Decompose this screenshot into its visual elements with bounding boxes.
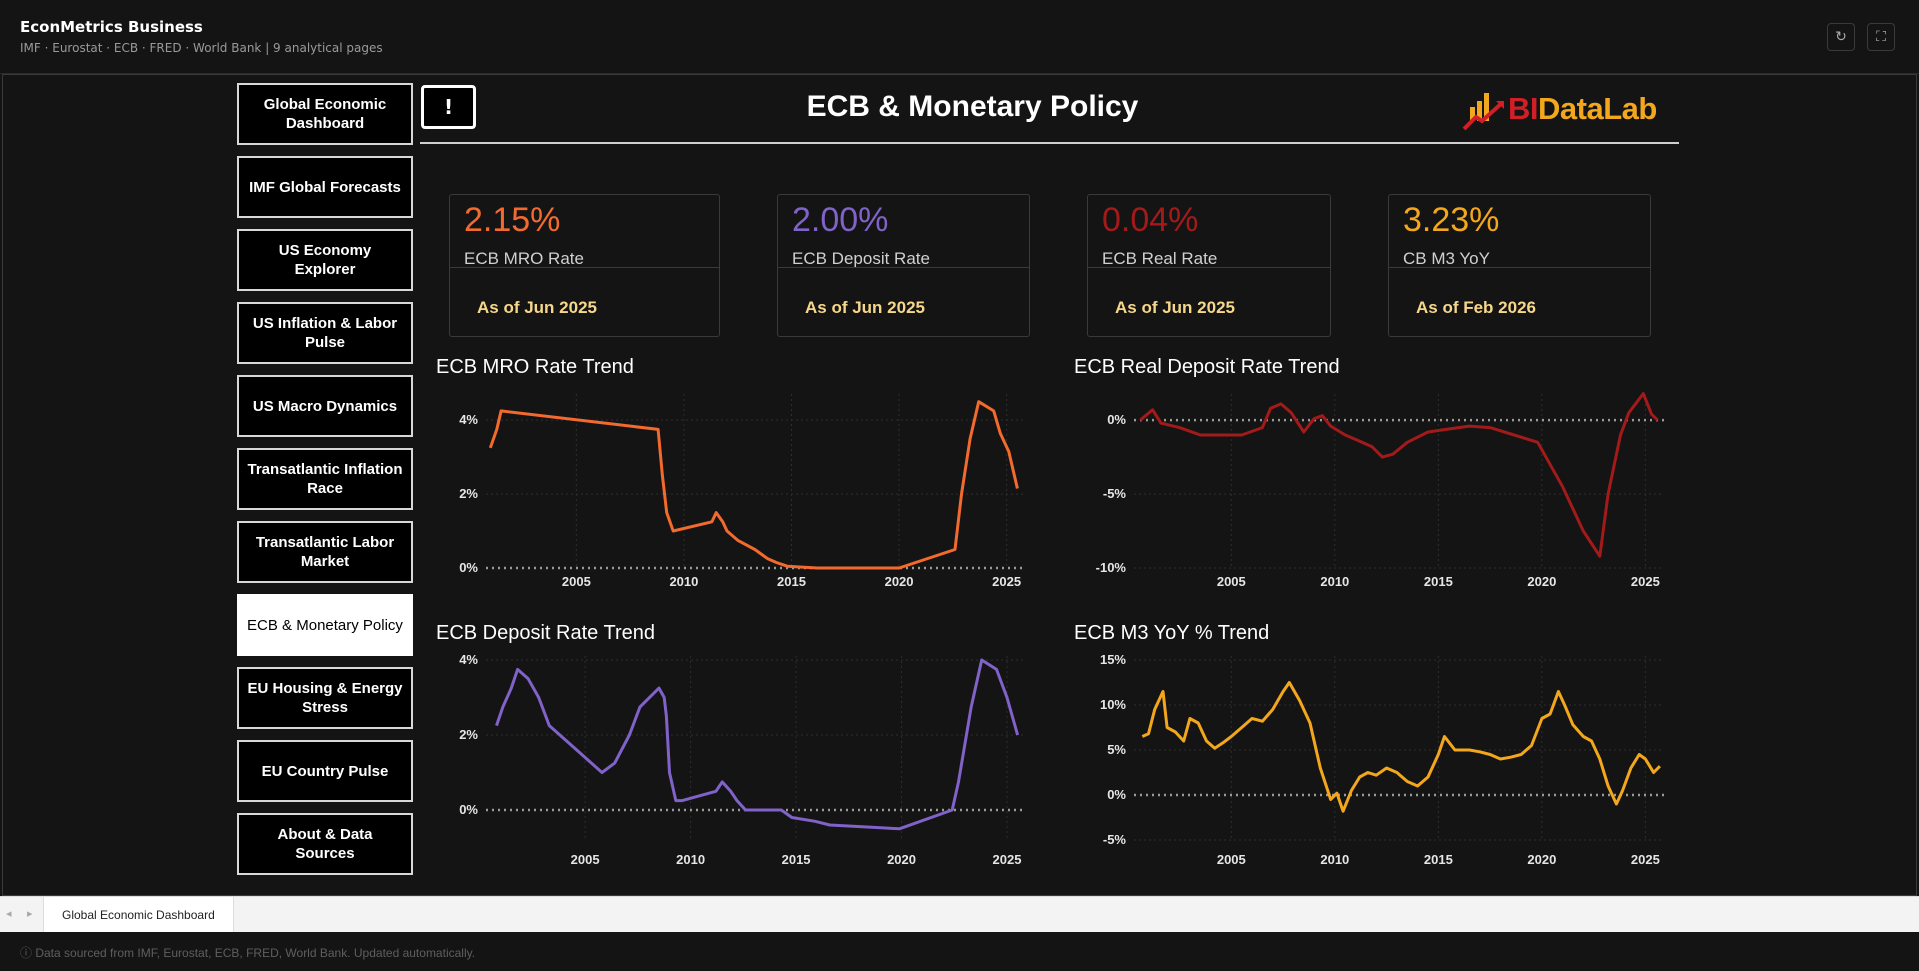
status-footer: ⓘ Data sourced from IMF, Eurostat, ECB, … — [0, 932, 1919, 971]
y-tick-label: 0% — [1107, 787, 1126, 802]
kpi-label: ECB Deposit Rate — [792, 249, 930, 268]
kpi-asof: As of Jun 2025 — [1115, 298, 1235, 317]
x-tick-label: 2020 — [885, 574, 914, 589]
y-tick-label: 10% — [1100, 697, 1126, 712]
kpi-label: CB M3 YoY — [1403, 249, 1490, 268]
footer-note: ⓘ Data sourced from IMF, Eurostat, ECB, … — [20, 946, 476, 960]
kpi-label: ECB Real Rate — [1102, 249, 1218, 268]
fullscreen-icon[interactable]: ⛶ — [1867, 23, 1895, 51]
kpi-value: 2.00% — [792, 201, 889, 239]
chart-title-real-rate: ECB Real Deposit Rate Trend — [1074, 356, 1340, 378]
series-line — [495, 658, 1020, 831]
page-title: ECB & Monetary Policy — [806, 90, 1139, 123]
refresh-icon[interactable]: ↻ — [1827, 23, 1855, 51]
nav-button-us-macro-dynamics[interactable]: US Macro Dynamics — [237, 375, 413, 437]
chart-title-deposit: ECB Deposit Rate Trend — [436, 622, 655, 644]
kpi-card-mro: 2.15% ECB MRO Rate As of Jun 2025 — [449, 194, 720, 337]
kpi-card-real-rate: 0.04% ECB Real Rate As of Jun 2025 — [1087, 194, 1331, 337]
kpi-asof: As of Feb 2026 — [1416, 298, 1536, 317]
tab-scroll-arrows-icon[interactable]: ◂ ▸ — [6, 907, 39, 920]
x-tick-label: 2010 — [669, 574, 698, 589]
y-tick-label: 0% — [1107, 412, 1126, 427]
tab-global-economic-dashboard[interactable]: Global Economic Dashboard — [43, 897, 234, 933]
x-tick-label: 2010 — [1320, 852, 1349, 867]
logo-bars-icon — [1462, 93, 1504, 131]
x-tick-label: 2020 — [887, 852, 916, 867]
x-tick-label: 2005 — [1217, 574, 1246, 589]
kpi-asof: As of Jun 2025 — [477, 298, 597, 317]
logo-datalab: DataLab — [1538, 91, 1657, 126]
nav-button-eu-country-pulse[interactable]: EU Country Pulse — [237, 740, 413, 802]
x-tick-label: 2015 — [1424, 574, 1453, 589]
chart-mro-rate: 2005 2010 2015 2020 2025 0% 2% 4% — [459, 394, 1026, 589]
y-tick-label: 15% — [1100, 652, 1126, 667]
x-tick-label: 2005 — [571, 852, 600, 867]
bidatalab-logo: BIDataLab — [1462, 89, 1684, 133]
x-tick-label: 2015 — [1424, 852, 1453, 867]
y-tick-label: 4% — [459, 412, 478, 427]
nav-button-transatlantic-labor-market[interactable]: Transatlantic Labor Market — [237, 521, 413, 583]
series-line — [1139, 392, 1659, 558]
y-tick-label: 0% — [459, 560, 478, 575]
kpi-asof: As of Jun 2025 — [805, 298, 925, 317]
chart-deposit-rate: 2005 2010 2015 2020 2025 0% 2% 4% — [459, 652, 1026, 867]
x-tick-label: 2025 — [992, 574, 1021, 589]
y-tick-label: 2% — [459, 727, 478, 742]
x-tick-label: 2025 — [1631, 852, 1660, 867]
nav-button-us-inflation-labor-pulse[interactable]: US Inflation & Labor Pulse — [237, 302, 413, 364]
nav-button-ecb-monetary-policy[interactable]: ECB & Monetary Policy — [237, 594, 413, 656]
chart-title-mro: ECB MRO Rate Trend — [436, 356, 634, 378]
x-tick-label: 2005 — [1217, 852, 1246, 867]
y-tick-label: 4% — [459, 652, 478, 667]
x-tick-label: 2010 — [676, 852, 705, 867]
y-tick-label: -5% — [1103, 832, 1127, 847]
logo-wordmark: BIDataLab — [1508, 91, 1657, 127]
y-tick-label: -5% — [1103, 486, 1127, 501]
app-bar: EconMetrics Business IMF · Eurostat · EC… — [0, 0, 1919, 74]
series-line — [488, 400, 1019, 570]
kpi-value: 3.23% — [1403, 201, 1500, 239]
x-tick-label: 2005 — [562, 574, 591, 589]
nav-button-imf-global-forecasts[interactable]: IMF Global Forecasts — [237, 156, 413, 218]
y-tick-label: -10% — [1096, 560, 1127, 575]
x-tick-label: 2015 — [782, 852, 811, 867]
chart-real-deposit-rate: 2005 2010 2015 2020 2025 0% -5% -10% — [1096, 392, 1664, 589]
y-tick-label: 5% — [1107, 742, 1126, 757]
kpi-value: 0.04% — [1102, 201, 1199, 239]
app-subtitle: IMF · Eurostat · ECB · FRED · World Bank… — [20, 41, 383, 55]
kpi-card-deposit: 2.00% ECB Deposit Rate As of Jun 2025 — [777, 194, 1030, 337]
y-tick-label: 0% — [459, 802, 478, 817]
info-button[interactable]: ! — [421, 85, 476, 129]
series-line — [1141, 681, 1661, 813]
y-tick-label: 2% — [459, 486, 478, 501]
kpi-value: 2.15% — [464, 201, 561, 239]
x-tick-label: 2025 — [1631, 574, 1660, 589]
kpi-card-m3: 3.23% CB M3 YoY As of Feb 2026 — [1388, 194, 1651, 337]
x-tick-label: 2020 — [1527, 574, 1556, 589]
x-tick-label: 2025 — [993, 852, 1022, 867]
nav-button-transatlantic-inflation-race[interactable]: Transatlantic Inflation Race — [237, 448, 413, 510]
x-tick-label: 2010 — [1320, 574, 1349, 589]
chart-m3-yoy: 2005 2010 2015 2020 2025 15% 10% 5% 0% -5% — [1100, 652, 1664, 867]
kpi-label: ECB MRO Rate — [464, 249, 584, 268]
page-tab-bar: ◂ ▸ Global Economic Dashboard — [0, 896, 1919, 933]
x-tick-label: 2015 — [777, 574, 806, 589]
logo-bi: BI — [1508, 91, 1539, 126]
x-tick-label: 2020 — [1527, 852, 1556, 867]
nav-button-eu-housing-energy-stress[interactable]: EU Housing & Energy Stress — [237, 667, 413, 729]
nav-button-about-data-sources[interactable]: About & Data Sources — [237, 813, 413, 875]
nav-button-us-economy-explorer[interactable]: US Economy Explorer — [237, 229, 413, 291]
title-divider — [420, 142, 1679, 144]
nav-button-global-economic-dashboard[interactable]: Global Economic Dashboard — [237, 83, 413, 145]
app-title: EconMetrics Business — [20, 18, 203, 36]
chart-title-m3: ECB M3 YoY % Trend — [1074, 622, 1270, 644]
